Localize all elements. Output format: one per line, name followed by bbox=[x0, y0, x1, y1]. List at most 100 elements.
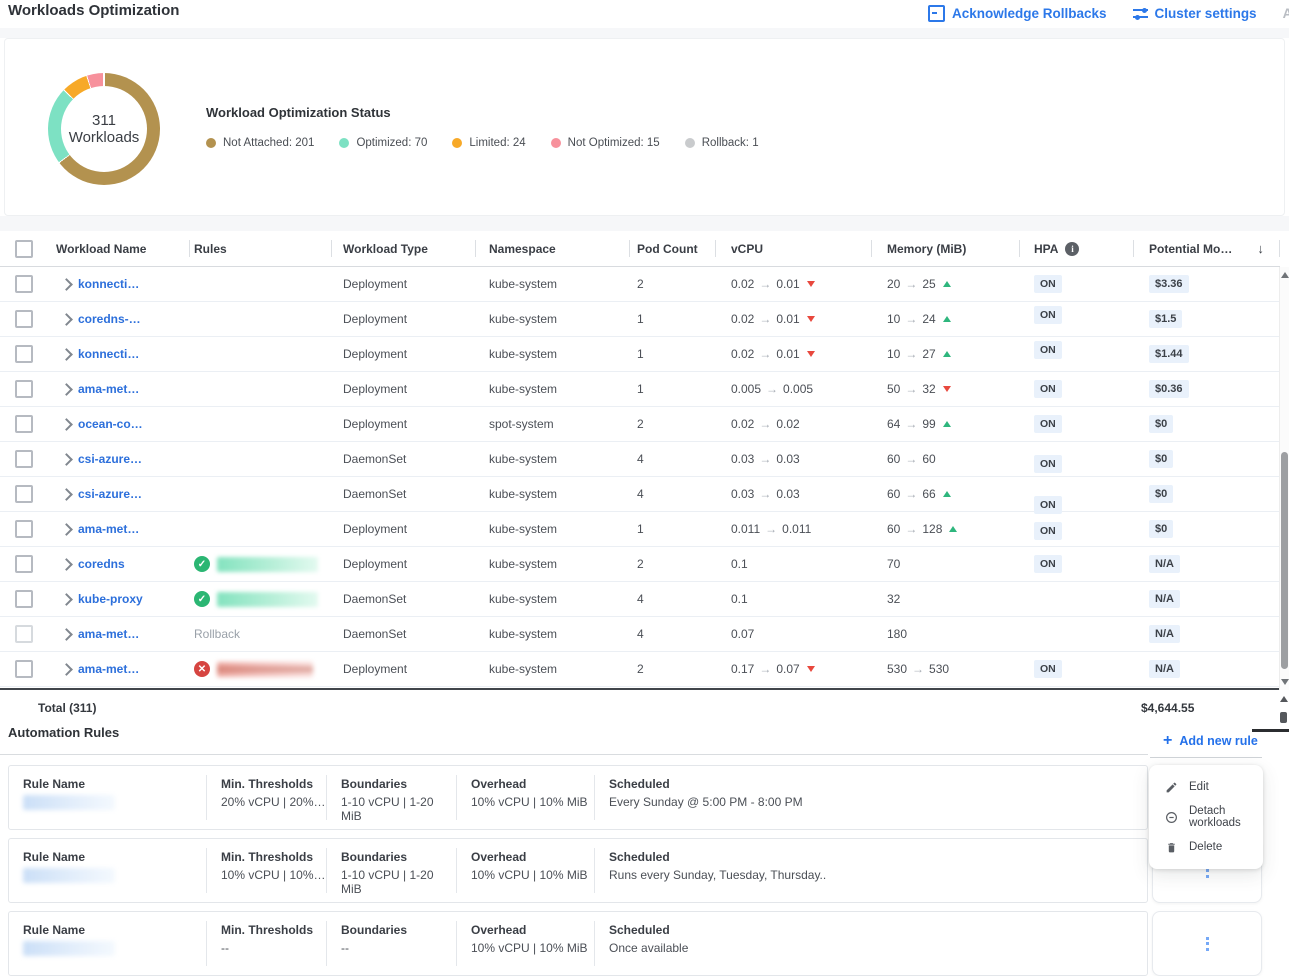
rollback-label: Rollback bbox=[194, 627, 240, 641]
row-checkbox[interactable] bbox=[15, 415, 33, 433]
table-row: coredns✓Deploymentkube-system20.170ONN/A bbox=[0, 547, 1280, 582]
rule-overhead-value: 10% vCPU | 10% MiB bbox=[471, 795, 594, 809]
scroll-down-arrow[interactable] bbox=[1281, 679, 1289, 685]
down-trend-icon bbox=[807, 281, 815, 287]
workload-type: Deployment bbox=[332, 662, 476, 676]
workload-name-link[interactable]: coredns-… bbox=[78, 312, 190, 326]
row-checkbox[interactable] bbox=[15, 520, 33, 538]
rule-min-thresholds-label: Min. Thresholds bbox=[221, 923, 326, 937]
expand-row-chevron-icon[interactable] bbox=[60, 488, 73, 501]
scrollbar-thumb[interactable] bbox=[1280, 712, 1287, 723]
expand-row-chevron-icon[interactable] bbox=[60, 593, 73, 606]
menu-item-detach-workloads[interactable]: Detach workloads bbox=[1149, 802, 1263, 832]
row-checkbox[interactable] bbox=[15, 625, 33, 643]
legend-label: Limited: 24 bbox=[469, 137, 525, 149]
expand-row-chevron-icon[interactable] bbox=[60, 558, 73, 571]
workload-type: DaemonSet bbox=[332, 452, 476, 466]
rule-min-thresholds-cell: Min. Thresholds20% vCPU | 20%… bbox=[206, 766, 326, 829]
workload-name-link[interactable]: coredns bbox=[78, 557, 190, 571]
row-checkbox[interactable] bbox=[15, 450, 33, 468]
col-header-namespace[interactable]: Namespace bbox=[476, 231, 630, 266]
expand-row-chevron-icon[interactable] bbox=[60, 278, 73, 291]
expand-row-chevron-icon[interactable] bbox=[60, 313, 73, 326]
action-button[interactable]: Action bbox=[1283, 6, 1289, 21]
scroll-up-arrow[interactable] bbox=[1280, 696, 1288, 702]
potential-value-badge: $1.5 bbox=[1149, 310, 1182, 328]
donut-center: 311 Workloads bbox=[61, 86, 147, 172]
rule-menu-kebab-icon[interactable] bbox=[1202, 933, 1213, 955]
delete-icon bbox=[1165, 841, 1178, 854]
expand-row-chevron-icon[interactable] bbox=[60, 418, 73, 431]
workload-name-link[interactable]: ama-met… bbox=[78, 662, 190, 676]
expand-row-chevron-icon[interactable] bbox=[60, 453, 73, 466]
row-checkbox[interactable] bbox=[15, 485, 33, 503]
workload-name-link[interactable]: ocean-co… bbox=[78, 417, 190, 431]
rule-overhead-cell: Overhead10% vCPU | 10% MiB bbox=[456, 839, 594, 902]
row-checkbox[interactable] bbox=[15, 590, 33, 608]
row-checkbox[interactable] bbox=[15, 310, 33, 328]
menu-item-edit[interactable]: Edit bbox=[1149, 772, 1263, 802]
legend-dot bbox=[339, 138, 349, 148]
col-header-workload-name[interactable]: Workload Name bbox=[48, 231, 190, 266]
potential-value-badge: $0 bbox=[1149, 450, 1173, 468]
potential-value-badge: $3.36 bbox=[1149, 275, 1189, 293]
workload-name-link[interactable]: ama-met… bbox=[78, 522, 190, 536]
potential-cell: $1.5 bbox=[1134, 310, 1280, 328]
row-checkbox[interactable] bbox=[15, 380, 33, 398]
rule-overhead-cell: Overhead10% vCPU | 10% MiB bbox=[456, 912, 594, 975]
expand-row-chevron-icon[interactable] bbox=[60, 348, 73, 361]
hpa-on-badge: ON bbox=[1034, 275, 1062, 293]
sort-desc-icon[interactable]: ↓ bbox=[1257, 241, 1264, 256]
rule-scheduled-value: Once available bbox=[609, 941, 1147, 955]
acknowledge-rollbacks-button[interactable]: Acknowledge Rollbacks bbox=[928, 5, 1107, 22]
hpa-cell: ON bbox=[1020, 485, 1134, 503]
cluster-settings-icon bbox=[1133, 7, 1148, 20]
automation-rules-title: Automation Rules bbox=[8, 725, 119, 740]
workload-name-link[interactable]: ama-met… bbox=[78, 382, 190, 396]
menu-item-delete[interactable]: Delete bbox=[1149, 832, 1263, 862]
col-header-vcpu[interactable]: vCPU bbox=[716, 231, 872, 266]
col-header-rules[interactable]: Rules bbox=[190, 231, 332, 266]
memory-value: 20→25 bbox=[872, 277, 1020, 291]
row-checkbox[interactable] bbox=[15, 660, 33, 678]
row-checkbox[interactable] bbox=[15, 345, 33, 363]
redacted-rule-name bbox=[217, 592, 318, 607]
table-body: konnecti…Deploymentkube-system20.02→0.01… bbox=[0, 267, 1280, 687]
add-new-rule-button[interactable]: + Add new rule bbox=[1163, 732, 1258, 750]
rule-scheduled-cell: ScheduledRuns every Sunday, Tuesday, Thu… bbox=[594, 839, 1147, 902]
workload-name-link[interactable]: konnecti… bbox=[78, 277, 190, 291]
hpa-info-icon[interactable]: i bbox=[1065, 242, 1079, 256]
pod-count: 2 bbox=[630, 557, 716, 571]
rules-cell: ✓ bbox=[190, 591, 332, 607]
workload-type: Deployment bbox=[332, 522, 476, 536]
cluster-settings-button[interactable]: Cluster settings bbox=[1133, 6, 1257, 21]
col-header-memory[interactable]: Memory (MiB) bbox=[872, 231, 1020, 266]
col-header-workload-type[interactable]: Workload Type bbox=[332, 231, 476, 266]
workload-name-link[interactable]: konnecti… bbox=[78, 347, 190, 361]
expand-row-chevron-icon[interactable] bbox=[60, 663, 73, 676]
rules-scrollbar[interactable] bbox=[1279, 692, 1289, 730]
select-all-checkbox[interactable] bbox=[15, 240, 33, 258]
expand-row-chevron-icon[interactable] bbox=[60, 628, 73, 641]
table-scrollbar[interactable] bbox=[1279, 267, 1289, 690]
expand-row-chevron-icon[interactable] bbox=[60, 383, 73, 396]
hpa-on-badge: ON bbox=[1034, 455, 1062, 473]
arrow-right-icon: → bbox=[759, 312, 771, 326]
workload-name-link[interactable]: csi-azure… bbox=[78, 452, 190, 466]
scroll-up-arrow[interactable] bbox=[1281, 272, 1289, 278]
rule-overhead-label: Overhead bbox=[471, 777, 594, 791]
col-header-hpa[interactable]: HPAi bbox=[1020, 231, 1134, 266]
expand-row-chevron-icon[interactable] bbox=[60, 523, 73, 536]
col-header-potential[interactable]: Potential Mo…↓ bbox=[1134, 231, 1280, 266]
row-checkbox[interactable] bbox=[15, 555, 33, 573]
row-checkbox[interactable] bbox=[15, 275, 33, 293]
potential-value-badge: N/A bbox=[1149, 555, 1180, 573]
namespace: kube-system bbox=[476, 662, 630, 676]
col-header-pod-count[interactable]: Pod Count bbox=[630, 231, 716, 266]
workload-name-link[interactable]: kube-proxy bbox=[78, 592, 190, 606]
workload-name-link[interactable]: ama-met… bbox=[78, 627, 190, 641]
pod-count: 1 bbox=[630, 347, 716, 361]
scrollbar-thumb[interactable] bbox=[1281, 452, 1288, 669]
workload-name-link[interactable]: csi-azure… bbox=[78, 487, 190, 501]
edit-icon bbox=[1165, 781, 1178, 794]
